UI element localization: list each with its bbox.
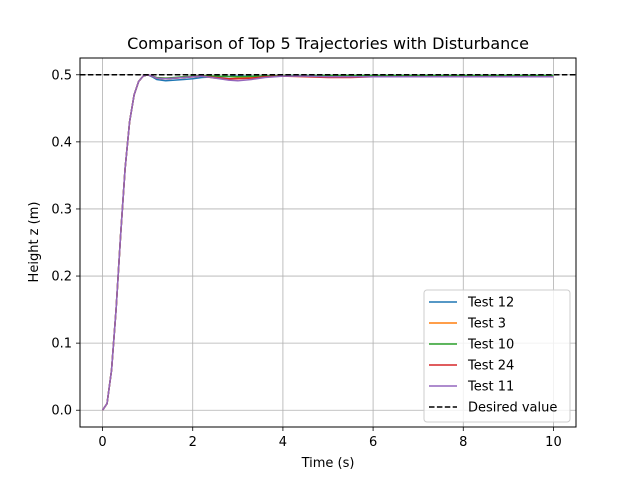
chart-title: Comparison of Top 5 Trajectories with Di… xyxy=(127,34,529,53)
y-tick-label: 0.2 xyxy=(51,270,72,285)
grid xyxy=(80,58,576,427)
x-tick-label: 10 xyxy=(545,435,562,450)
x-axis: 0 2 4 6 8 10 xyxy=(98,427,562,450)
x-axis-label: Time (s) xyxy=(301,456,355,471)
y-tick-label: 0.5 xyxy=(51,68,72,83)
legend: Test 12 Test 3 Test 10 Test 24 Test 11 Desire… xyxy=(423,289,571,423)
legend-label: Desired value xyxy=(468,401,557,416)
legend-label: Test 10 xyxy=(467,338,514,353)
y-tick-label: 0.3 xyxy=(51,202,72,217)
y-axis-label: Height z (m) xyxy=(27,202,42,283)
plot-frame xyxy=(79,57,577,428)
y-tick-label: 0.4 xyxy=(51,135,72,150)
x-tick-label: 8 xyxy=(459,435,467,450)
x-tick-label: 2 xyxy=(189,435,197,450)
legend-label: Test 3 xyxy=(467,317,506,332)
x-tick-label: 4 xyxy=(279,435,287,450)
x-tick-label: 0 xyxy=(98,435,106,450)
legend-box xyxy=(423,289,571,423)
legend-label: Test 12 xyxy=(467,296,514,311)
y-axis: 0.0 0.1 0.2 0.3 0.4 0.5 xyxy=(51,68,80,419)
x-tick-label: 6 xyxy=(369,435,377,450)
legend-label: Test 11 xyxy=(467,380,514,395)
plot-series-group xyxy=(80,74,576,411)
legend-label: Test 24 xyxy=(467,359,514,374)
series-line-test-11 xyxy=(101,74,554,411)
y-tick-label: 0.1 xyxy=(51,337,72,352)
y-tick-label: 0.0 xyxy=(51,404,72,419)
